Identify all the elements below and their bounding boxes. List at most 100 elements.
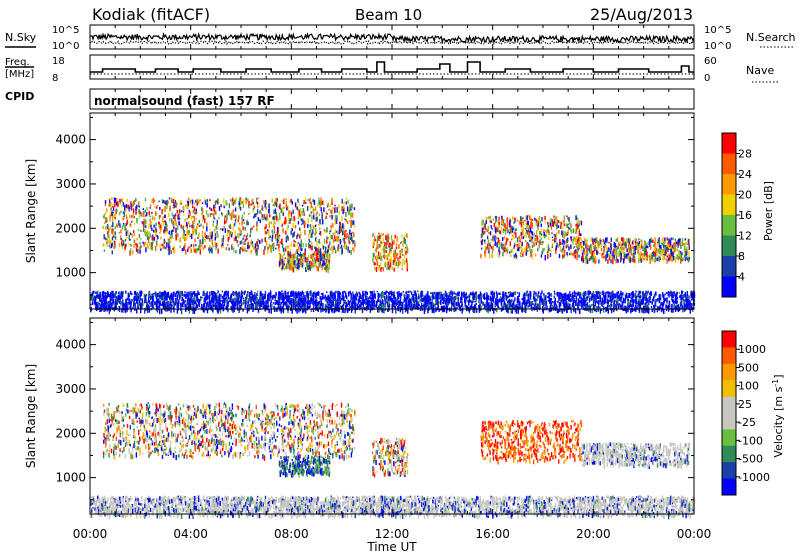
data-point bbox=[386, 267, 388, 270]
data-point bbox=[206, 301, 209, 305]
data-point bbox=[263, 305, 265, 309]
data-point bbox=[675, 298, 678, 302]
data-point bbox=[679, 238, 681, 241]
data-point bbox=[645, 247, 647, 253]
data-point bbox=[283, 232, 285, 234]
data-point bbox=[95, 291, 97, 295]
data-point bbox=[616, 247, 618, 253]
data-point bbox=[672, 237, 674, 240]
cpid-label: CPID bbox=[5, 90, 34, 103]
data-point bbox=[216, 299, 218, 302]
data-point bbox=[665, 245, 667, 251]
data-point bbox=[315, 292, 318, 295]
data-point bbox=[209, 228, 212, 231]
data-point bbox=[637, 243, 640, 248]
data-point bbox=[150, 293, 152, 296]
data-point bbox=[353, 232, 355, 237]
data-point bbox=[553, 218, 556, 223]
data-point bbox=[291, 216, 293, 221]
data-point bbox=[383, 250, 385, 255]
data-point bbox=[468, 294, 470, 300]
noise-right-label: N.Search bbox=[746, 31, 796, 44]
data-point bbox=[324, 267, 326, 270]
data-point bbox=[389, 242, 392, 246]
data-point bbox=[588, 247, 591, 253]
data-point bbox=[592, 255, 594, 262]
data-point bbox=[282, 228, 284, 233]
data-point bbox=[282, 304, 285, 308]
data-point bbox=[563, 223, 566, 226]
data-point bbox=[498, 239, 501, 244]
data-point bbox=[620, 243, 622, 248]
data-point bbox=[363, 299, 366, 303]
data-point bbox=[154, 205, 156, 208]
data-point bbox=[166, 306, 168, 311]
data-point bbox=[674, 246, 677, 252]
data-point bbox=[285, 218, 288, 224]
data-point bbox=[294, 254, 296, 258]
data-point bbox=[310, 247, 312, 250]
data-point bbox=[306, 290, 309, 293]
data-point bbox=[687, 297, 689, 299]
data-point bbox=[202, 210, 204, 214]
data-point bbox=[120, 210, 122, 213]
data-point bbox=[272, 294, 275, 298]
date-label: 25/Aug/2013 bbox=[590, 5, 693, 24]
data-point bbox=[548, 309, 551, 312]
data-point bbox=[342, 303, 345, 306]
data-point bbox=[396, 263, 399, 267]
data-point bbox=[576, 250, 578, 255]
data-point bbox=[152, 197, 154, 203]
data-point bbox=[447, 300, 450, 306]
data-point bbox=[161, 298, 163, 301]
data-point bbox=[648, 308, 650, 314]
data-point bbox=[105, 292, 108, 295]
data-point bbox=[213, 204, 215, 209]
data-point bbox=[279, 215, 281, 221]
data-point bbox=[221, 213, 223, 217]
data-point bbox=[389, 261, 392, 265]
data-point bbox=[531, 301, 533, 305]
data-point bbox=[316, 256, 318, 262]
data-point bbox=[538, 222, 540, 226]
data-point bbox=[245, 235, 248, 241]
data-point bbox=[400, 242, 402, 244]
data-point bbox=[285, 236, 287, 241]
data-point bbox=[151, 235, 153, 241]
data-point bbox=[164, 206, 166, 212]
data-point bbox=[567, 229, 569, 234]
data-point bbox=[471, 301, 473, 306]
data-point bbox=[241, 220, 243, 226]
data-point bbox=[326, 264, 329, 268]
data-point bbox=[325, 246, 327, 253]
data-point bbox=[510, 249, 512, 253]
data-point bbox=[135, 243, 137, 246]
data-point bbox=[507, 303, 509, 306]
data-point bbox=[387, 261, 390, 265]
data-point bbox=[540, 237, 542, 240]
data-point bbox=[196, 300, 199, 303]
data-point bbox=[383, 308, 385, 313]
data-point bbox=[608, 253, 610, 257]
data-point bbox=[550, 225, 553, 230]
data-point bbox=[209, 199, 211, 202]
data-point bbox=[271, 237, 273, 242]
data-point bbox=[105, 217, 107, 223]
data-point bbox=[278, 237, 280, 240]
data-point bbox=[607, 259, 609, 264]
data-point bbox=[485, 228, 487, 231]
data-point bbox=[178, 291, 180, 295]
data-point bbox=[227, 293, 229, 300]
data-point bbox=[492, 236, 494, 241]
data-point bbox=[329, 230, 331, 235]
data-point bbox=[322, 244, 324, 248]
data-point bbox=[128, 234, 130, 239]
data-point bbox=[622, 299, 625, 302]
data-point bbox=[190, 199, 192, 202]
data-point bbox=[438, 296, 440, 300]
data-point bbox=[408, 304, 410, 308]
data-point bbox=[281, 259, 283, 264]
data-point bbox=[180, 240, 182, 243]
data-point bbox=[134, 302, 136, 308]
data-point bbox=[145, 219, 147, 225]
